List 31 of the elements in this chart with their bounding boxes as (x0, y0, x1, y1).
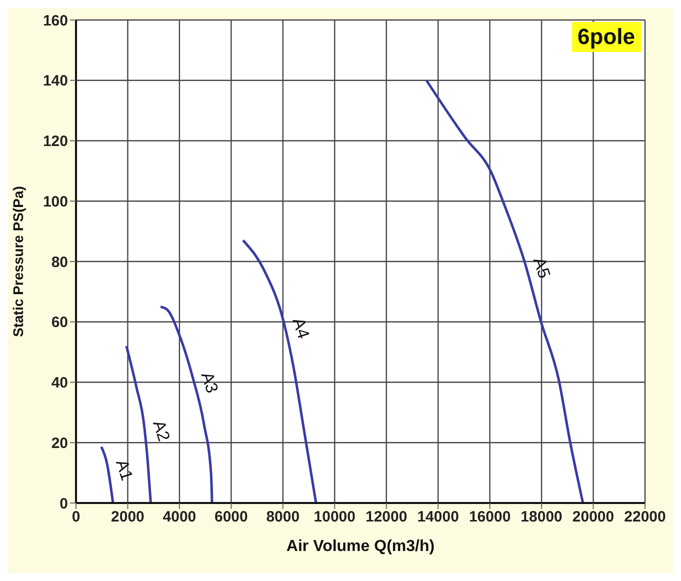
y-tick-label: 80 (51, 254, 68, 271)
line-series (425, 79, 584, 503)
y-tick-label: 20 (51, 434, 68, 452)
x-tick-label: 22000 (624, 508, 666, 526)
text: A5 (529, 254, 554, 281)
x-tick-label: 2000 (111, 508, 144, 526)
x-tick-label: 0 (72, 508, 80, 526)
y-tick-label: 60 (51, 314, 68, 332)
x-tick-label: 4000 (162, 508, 196, 526)
y-tick-label: 160 (42, 12, 68, 30)
y-tick-label: 40 (51, 374, 68, 392)
x-tick-label: 20000 (572, 508, 614, 526)
y-tick-label: 120 (42, 133, 68, 150)
text: A3 (197, 370, 222, 396)
text: A2 (149, 418, 174, 444)
x-tick-label: 6000 (214, 508, 248, 526)
line-series (242, 239, 318, 503)
x-tick-label: 10000 (314, 508, 356, 526)
x-tick-label: 14000 (417, 508, 459, 526)
x-tick-label: 18000 (520, 508, 562, 526)
x-axis-title: Air Volume Q(m3/h) (286, 538, 435, 555)
y-tick-label: 100 (42, 193, 68, 210)
x-tick-label: 12000 (366, 508, 408, 526)
x-tick-label: 16000 (468, 508, 511, 526)
y-tick-label: 140 (42, 72, 68, 90)
y-tick-label: 0 (60, 495, 68, 512)
y-axis-title: Static Pressure PS(Pa) (10, 186, 26, 337)
text: A4 (288, 315, 314, 341)
text: A1 (112, 457, 137, 483)
annotation: 6pole (572, 22, 641, 52)
x-tick-label: 8000 (266, 508, 300, 526)
